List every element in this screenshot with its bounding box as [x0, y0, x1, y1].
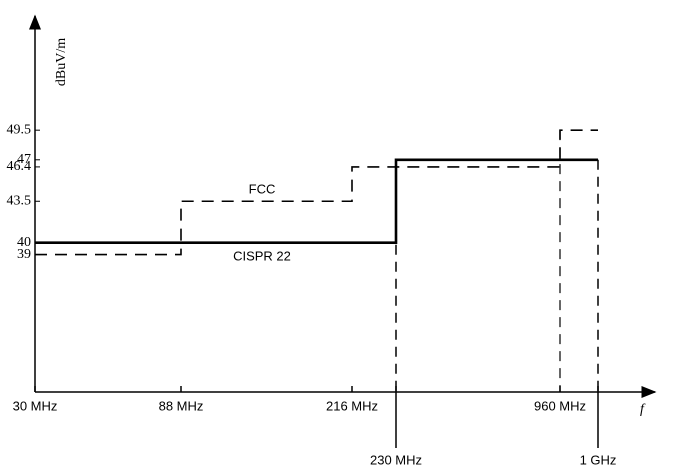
- step-line: [35, 129, 598, 256]
- y-tick-label: 39: [17, 247, 31, 262]
- y-tick-label: 43.5: [7, 193, 32, 208]
- x-tick-label: 216 MHz: [326, 398, 378, 413]
- x-tick-label: 960 MHz: [534, 398, 586, 413]
- y-axis-label: dBuV/m: [54, 38, 69, 86]
- y-tick-label: 49.5: [7, 122, 32, 137]
- step-line: [35, 158, 598, 245]
- x-tick-label: 1 GHz: [580, 452, 617, 467]
- x-tick-label: 30 MHz: [13, 398, 58, 413]
- y-tick-label: 46.4: [7, 159, 32, 174]
- series-label: FCC: [249, 181, 276, 196]
- x-tick-label: 230 MHz: [370, 452, 422, 467]
- x-axis-label: f: [640, 402, 646, 417]
- y-tick-label: 47: [17, 152, 31, 167]
- series-label: CISPR 22: [233, 248, 291, 263]
- y-tick-label: 40: [17, 235, 31, 250]
- x-tick-label: 88 MHz: [159, 398, 204, 413]
